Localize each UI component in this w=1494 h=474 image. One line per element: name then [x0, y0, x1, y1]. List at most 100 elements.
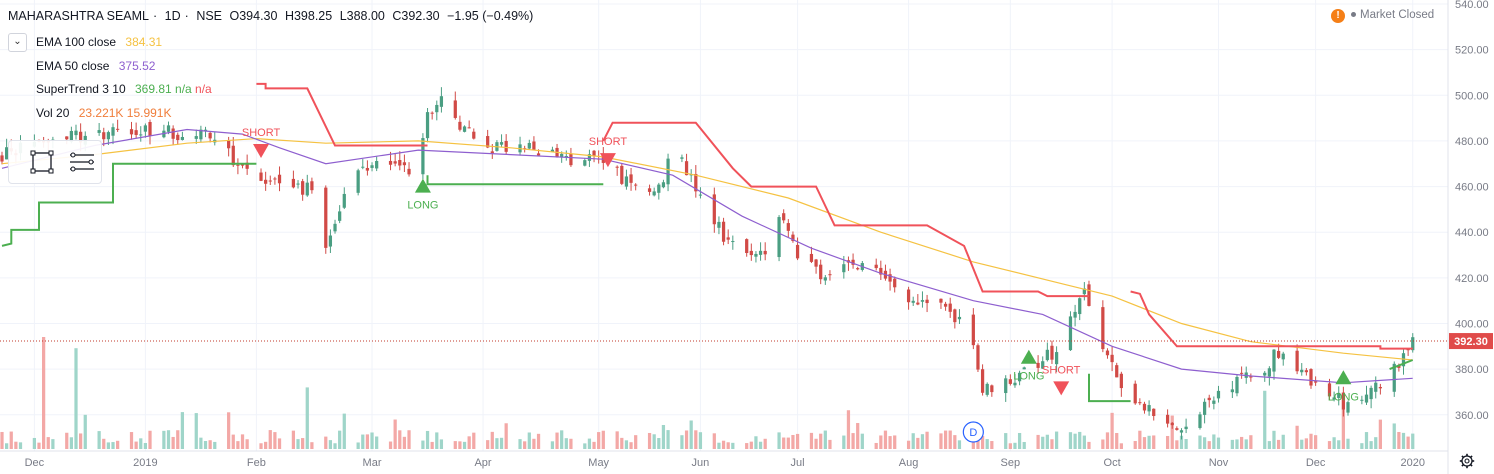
volume-bar	[176, 430, 180, 449]
candle-body	[171, 128, 175, 139]
lines-tool-icon[interactable]	[67, 147, 97, 177]
volume-bar	[597, 432, 601, 449]
candle-body	[328, 235, 333, 247]
candle-body	[264, 179, 268, 184]
volume-bar	[906, 440, 911, 449]
volume-bar	[726, 442, 730, 449]
volume-bar	[398, 430, 402, 449]
candle-body	[1004, 378, 1008, 394]
candle-body	[301, 181, 305, 195]
symbol-name[interactable]: MAHARASHTRA SEAML	[8, 9, 150, 23]
volume-bar	[1235, 439, 1239, 449]
volume-bar	[976, 439, 980, 449]
volume-bar	[782, 437, 786, 449]
volume-bar	[1202, 437, 1207, 449]
rectangle-tool-icon[interactable]	[27, 147, 57, 177]
volume-bar	[199, 437, 203, 449]
candle-body	[148, 121, 152, 136]
candle-body	[1105, 350, 1110, 356]
legend-volume[interactable]: Vol 20 23.221K 15.991K	[8, 103, 212, 127]
volume-bar	[291, 430, 296, 449]
candle-body	[948, 303, 952, 312]
volume-bar	[661, 424, 666, 449]
volume-bar	[472, 432, 476, 449]
short-arrow	[599, 153, 616, 168]
candle-body	[1300, 369, 1304, 373]
candle-body	[1337, 392, 1341, 398]
legend-ema50[interactable]: EMA 50 close 375.52	[8, 56, 212, 80]
candle-body	[749, 250, 753, 256]
candle-body	[134, 130, 138, 135]
y-tick-label: 480.00	[1455, 136, 1489, 148]
x-tick-label: Oct	[1104, 457, 1121, 469]
volume-bar	[462, 441, 467, 449]
volume-bar	[1392, 423, 1396, 449]
volume-value-2: 15.991K	[126, 105, 172, 120]
candle-body	[624, 176, 629, 187]
candle-body	[879, 267, 883, 275]
candle-body	[763, 250, 767, 255]
market-status[interactable]: ! Market Closed	[1331, 9, 1434, 23]
candle-body	[1313, 381, 1318, 383]
candle-body	[273, 178, 277, 180]
volume-bar	[860, 433, 864, 449]
long-label: LONG	[1013, 371, 1044, 383]
candle-body	[971, 314, 975, 346]
volume-bar	[758, 441, 763, 449]
interval-label[interactable]: 1D	[164, 9, 181, 23]
y-tick-label: 420.00	[1455, 273, 1489, 285]
candle-body	[717, 221, 721, 228]
candle-body	[1179, 430, 1184, 433]
candle-body	[435, 104, 439, 113]
volume-bar	[194, 413, 198, 449]
candle-body	[911, 300, 915, 303]
ema100-label: EMA 100 close	[36, 35, 117, 49]
candle-body	[79, 131, 83, 143]
volume-bar	[166, 430, 171, 449]
volume-bar	[74, 348, 78, 449]
volume-bar	[1073, 433, 1077, 449]
candle-body	[277, 174, 282, 184]
candle-body	[342, 193, 346, 208]
candle-body	[1142, 403, 1147, 411]
volume-bar	[809, 432, 814, 449]
volume-bar	[652, 434, 656, 449]
candle-body	[1249, 376, 1253, 378]
volume-bar	[536, 433, 541, 449]
candle-body	[74, 130, 78, 136]
supertrend-up-line	[426, 175, 604, 186]
volume-value-1: 23.221K	[78, 105, 124, 120]
legend-ema100[interactable]: ⌄ EMA 100 close 384.31	[8, 32, 212, 56]
chevron-down-icon[interactable]: ⌄	[8, 33, 27, 52]
warning-icon[interactable]: !	[1331, 9, 1345, 23]
volume-bar	[911, 433, 915, 449]
candle-body	[1235, 376, 1239, 394]
volume-bar	[1406, 436, 1410, 449]
candle-body	[527, 142, 531, 149]
volume-bar	[990, 441, 994, 449]
candle-body	[240, 164, 245, 166]
candle-body	[231, 145, 235, 166]
volume-bar	[1013, 442, 1017, 449]
volume-bar	[430, 441, 434, 449]
volume-bar	[893, 435, 897, 449]
candle-body	[1276, 350, 1281, 358]
volume-bar	[620, 437, 624, 449]
candle-body	[1138, 402, 1142, 404]
volume-bar	[296, 439, 300, 449]
dividend-label: D	[969, 427, 977, 439]
candle-body	[782, 213, 786, 221]
volume-bar	[856, 423, 860, 449]
candle-body	[402, 162, 407, 166]
legend-supertrend[interactable]: SuperTrend 3 10 369.81 n/a n/a	[8, 79, 212, 103]
volume-bar	[65, 432, 69, 449]
gear-icon	[1459, 453, 1475, 469]
candle-body	[1295, 350, 1299, 372]
volume-bar	[712, 433, 716, 449]
volume-bar	[208, 440, 212, 449]
candle-body	[486, 136, 490, 148]
volume-bar	[795, 433, 800, 449]
candle-body	[407, 168, 411, 175]
volume-bar	[786, 437, 790, 449]
